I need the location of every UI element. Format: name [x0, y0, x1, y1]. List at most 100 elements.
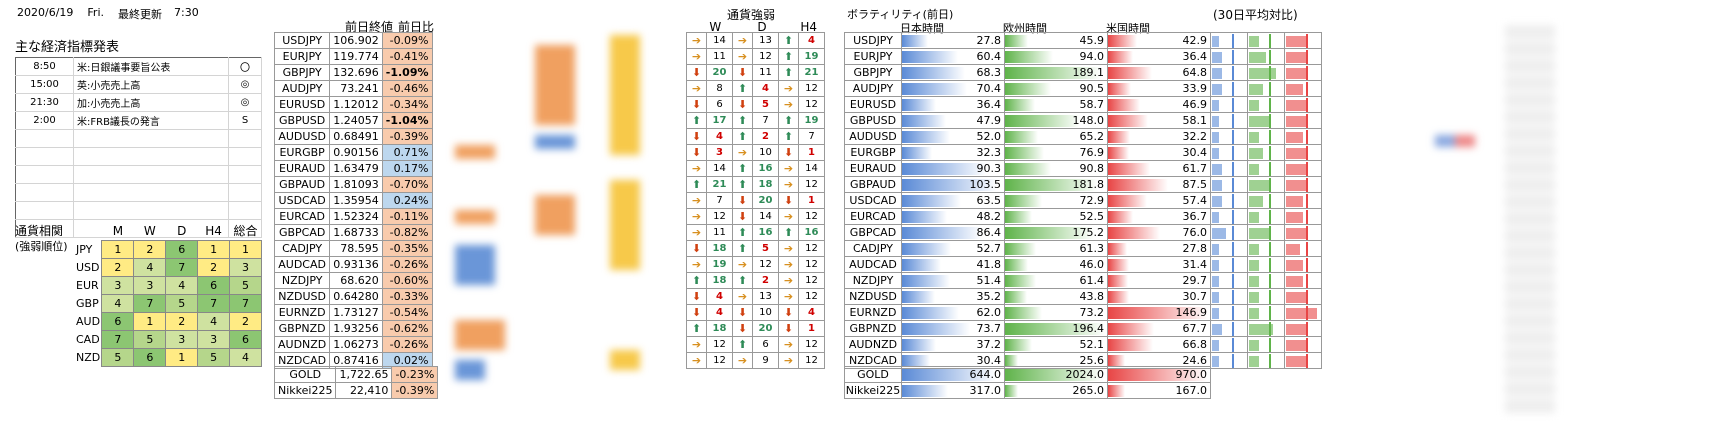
vol-value: 2024.0	[1065, 367, 1105, 381]
corr-rank: 3	[133, 275, 167, 295]
vol-jp-cell: 36.4	[901, 96, 1005, 113]
vol-value: 57.4	[1182, 193, 1208, 207]
vol-value: 30.7	[1182, 289, 1208, 303]
vol-value: 36.7	[1182, 209, 1208, 223]
vol-value: 317.0	[969, 383, 1002, 397]
price-pair: EURGBP	[273, 144, 331, 161]
strength-value: 4	[798, 304, 825, 321]
vol-value: 58.1	[1182, 113, 1208, 127]
econ-row: 2:00 米:FRB議長の発言 S	[15, 111, 262, 130]
price-change: 0.17%	[381, 160, 433, 177]
corr-rank: 6	[197, 275, 231, 295]
vol-eu-cell: 90.8	[1004, 160, 1108, 177]
strength-value: 19	[706, 256, 733, 273]
vol-value: 32.2	[1182, 129, 1208, 143]
vol-pair: GBPNZD	[844, 320, 902, 337]
price-close: 0.93136	[329, 256, 383, 273]
price-change: -0.34%	[381, 96, 433, 113]
vol-eu-cell: 265.0	[1004, 382, 1108, 399]
econ-time	[15, 219, 74, 238]
vol-pair: GBPUSD	[844, 112, 902, 129]
econ-mark	[228, 201, 262, 220]
vol-eu-ratio	[1247, 272, 1285, 289]
arrow-up-icon: ⬆	[732, 128, 753, 145]
strength-value: 20	[752, 192, 779, 209]
vol-row: CADJPY 52.7 61.3 27.8	[844, 240, 1322, 257]
price-pair: USDCAD	[273, 192, 331, 209]
corr-rank: 7	[229, 293, 262, 313]
vol-value: 175.2	[1072, 225, 1105, 239]
price-change: 0.71%	[381, 144, 433, 161]
vol-row: EURJPY 60.4 94.0 36.4	[844, 48, 1322, 65]
price-row: GOLD 1,722.65 -0.23%	[273, 366, 439, 383]
price-change: -0.82%	[381, 224, 433, 241]
price-change: -0.26%	[381, 336, 433, 353]
vol-value: 41.8	[976, 257, 1002, 271]
strength-value: 4	[752, 80, 779, 97]
price-pair: CADJPY	[273, 240, 331, 257]
vol-eu-ratio	[1247, 320, 1285, 337]
strength-value: 18	[706, 240, 733, 257]
econ-mark	[228, 183, 262, 202]
corr-rank: 2	[229, 311, 262, 331]
vol-value: 46.0	[1079, 257, 1105, 271]
strength-value: 12	[798, 80, 825, 97]
vol-jp-ratio	[1210, 352, 1248, 369]
corr-table: M W D H4 総合 JPY 1 2 6 1 1 USD 2 4 7 2 3 EUR 3 3 4 6 5 GBP 4 7 5 7 7 A…	[76, 222, 262, 367]
strength-row: ➔ 11 ⬆ 16 ⬆ 16	[686, 224, 825, 241]
price-pair: NZDJPY	[273, 272, 331, 289]
arrow-down-icon: ⬇	[778, 144, 799, 161]
vol-pair: USDJPY	[844, 32, 902, 49]
vol-value: 24.6	[1182, 353, 1208, 367]
strength-value: 18	[752, 176, 779, 193]
strength-value: 1	[798, 320, 825, 337]
price-pair: GOLD	[273, 366, 337, 383]
vol-row: EURAUD 90.3 90.8 61.7	[844, 160, 1322, 177]
price-change: -1.04%	[381, 112, 433, 129]
econ-row	[15, 201, 262, 220]
strength-value: 8	[706, 80, 733, 97]
vol-value: 181.8	[1072, 177, 1105, 191]
vol-pair: GBPCAD	[844, 224, 902, 241]
arrow-up-icon: ⬆	[686, 176, 707, 193]
price-change: 0.24%	[381, 192, 433, 209]
vol-value: 68.3	[976, 65, 1002, 79]
strength-row: ⬇ 4 ➔ 13 ➔ 12	[686, 288, 825, 305]
arrow-up-icon: ⬆	[732, 112, 753, 129]
price-change: -0.70%	[381, 176, 433, 193]
vol-us-ratio	[1284, 176, 1322, 193]
price-close: 1.35954	[329, 192, 383, 209]
price-pair: GBPJPY	[273, 64, 331, 81]
arrow-right-icon: ➔	[778, 160, 799, 177]
vol-pair: GBPJPY	[844, 64, 902, 81]
vol-jp-cell: 51.4	[901, 272, 1005, 289]
vol-eu-ratio	[1247, 336, 1285, 353]
arrow-right-icon: ➔	[732, 352, 753, 369]
vol-eu-ratio	[1247, 352, 1285, 369]
vol-eu-ratio	[1247, 32, 1285, 49]
price-change-header: 前日比	[398, 20, 435, 34]
strength-value: 7	[706, 192, 733, 209]
corr-currency: CAD	[76, 332, 100, 346]
vol-row: AUDCAD 41.8 46.0 31.4	[844, 256, 1322, 273]
price-close: 0.68491	[329, 128, 383, 145]
arrow-right-icon: ➔	[778, 336, 799, 353]
vol-value: 45.9	[1079, 33, 1105, 47]
vol-row: AUDJPY 70.4 90.5 33.9	[844, 80, 1322, 97]
strength-value: 19	[798, 112, 825, 129]
vol-eu-ratio	[1247, 48, 1285, 65]
vol-us-cell: 27.8	[1107, 240, 1211, 257]
strength-table: ➔ 14 ➔ 13 ⬆ 4 ➔ 11 ➔ 12 ⬆ 19 ⬇ 20 ⬇ 11 ⬆ 21 ➔ 8 ⬆ 4 ➔ 12 ⬇ 6 ⬇ 5 ➔ 12…	[686, 32, 825, 369]
vol-us-ratio	[1284, 128, 1322, 145]
vol-us-cell: 29.7	[1107, 272, 1211, 289]
vol-pair: EURJPY	[844, 48, 902, 65]
price-table: USDJPY 106.902 -0.09% EURJPY 119.774 -0.41% GB…	[273, 32, 433, 369]
vol-us-cell: 76.0	[1107, 224, 1211, 241]
price-pair: AUDCAD	[273, 256, 331, 273]
arrow-down-icon: ⬇	[732, 192, 753, 209]
econ-event	[73, 165, 229, 184]
vol-jp-ratio	[1210, 336, 1248, 353]
corr-row: EUR 3 3 4 6 5	[76, 275, 262, 295]
arrow-down-icon: ⬇	[732, 64, 753, 81]
vol-row: AUDUSD 52.0 65.2 32.2	[844, 128, 1322, 145]
